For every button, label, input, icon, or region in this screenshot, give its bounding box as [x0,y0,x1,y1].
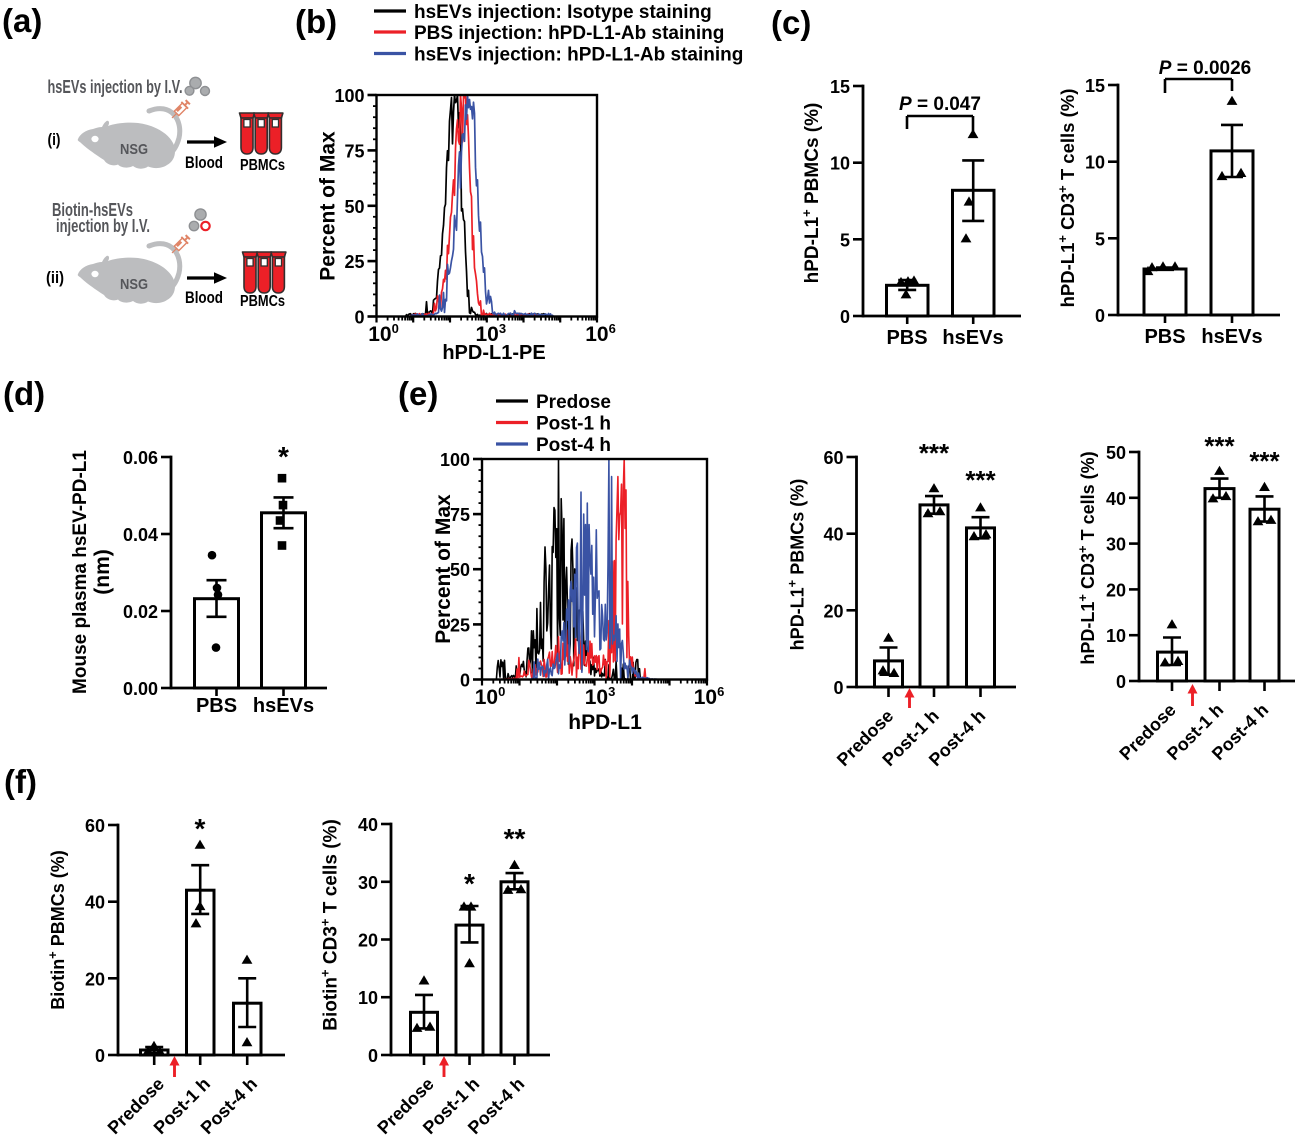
svg-text:50: 50 [450,560,470,580]
svg-text:20: 20 [1106,580,1126,600]
svg-text:hsEVs injection by I.V.: hsEVs injection by I.V. [48,77,183,97]
svg-text:Predose: Predose [536,392,611,413]
svg-text:60: 60 [823,448,843,468]
svg-text:0.04: 0.04 [123,525,158,545]
svg-text:Post-4 h: Post-4 h [536,435,611,456]
svg-text:25: 25 [344,252,364,272]
svg-text:0.06: 0.06 [123,448,158,468]
svg-text:25: 25 [450,615,470,635]
svg-text:15: 15 [830,77,850,97]
svg-text:60: 60 [85,816,105,836]
svg-text:hsEVs: hsEVs [1201,326,1262,348]
svg-text:75: 75 [344,141,364,161]
svg-text:(c): (c) [771,4,811,41]
svg-text:15: 15 [1085,76,1105,96]
svg-text:***: *** [919,438,950,468]
svg-text:Percent of Max: Percent of Max [432,494,455,644]
svg-text:Blood: Blood [185,153,223,172]
svg-text:Biotin-hsEVs: Biotin-hsEVs [52,200,133,220]
svg-text:hPD-L1+​ PBMCs (%): hPD-L1+​ PBMCs (%) [799,103,823,284]
svg-text:(ii): (ii) [46,268,64,287]
svg-text:PBMCs: PBMCs [240,157,285,174]
svg-text:*: * [464,868,475,899]
svg-text:Blood: Blood [185,288,223,307]
svg-text:hsEVs injection: Isotype stain: hsEVs injection: Isotype staining [414,2,712,23]
svg-text:Biotin+​ PBMCs (%): Biotin+​ PBMCs (%) [45,850,68,1010]
svg-text:Post-1 h: Post-1 h [536,414,611,435]
svg-text:0: 0 [460,671,470,691]
svg-text:100: 100 [334,86,364,106]
svg-text:PBS injection: hPD-L1-Ab stain: PBS injection: hPD-L1-Ab staining [414,23,724,44]
svg-text:NSG: NSG [120,276,148,293]
svg-text:***: *** [1204,431,1235,461]
svg-text:10: 10 [358,988,378,1008]
svg-text:NSG: NSG [120,141,148,158]
svg-text:P = 0.047: P = 0.047 [899,94,981,115]
svg-text:*: * [278,441,289,472]
svg-text:*: * [195,813,206,844]
svg-text:(f): (f) [4,763,37,800]
svg-text:hPD-L1+​ PBMCs (%): hPD-L1+​ PBMCs (%) [785,479,808,651]
svg-text:5: 5 [840,230,850,250]
svg-text:20: 20 [823,601,843,621]
svg-text:100: 100 [440,450,470,470]
svg-text:hPD-L1-PE: hPD-L1-PE [442,342,545,364]
svg-text:40: 40 [358,815,378,835]
svg-text:30: 30 [358,873,378,893]
svg-text:40: 40 [823,525,843,545]
svg-text:***: *** [965,465,996,495]
svg-text:20: 20 [358,931,378,951]
svg-text:hsEVs: hsEVs [942,327,1003,349]
svg-text:injection by I.V.: injection by I.V. [56,216,150,236]
svg-text:0: 0 [368,1046,378,1066]
svg-text:**: ** [504,823,526,854]
svg-text:0: 0 [354,308,364,328]
svg-text:hPD-L1+​ CD3+​ T cells (%): hPD-L1+​ CD3+​ T cells (%) [1055,89,1078,308]
svg-text:0: 0 [95,1046,105,1066]
svg-text:30: 30 [1106,535,1126,555]
svg-text:0.00: 0.00 [123,679,158,699]
svg-text:10: 10 [1085,153,1105,173]
svg-text:Percent of Max: Percent of Max [317,131,340,281]
svg-text:PBS: PBS [1144,326,1185,348]
svg-text:75: 75 [450,505,470,525]
svg-text:hsEVs injection: hPD-L1-Ab sta: hsEVs injection: hPD-L1-Ab staining [414,45,743,66]
svg-text:10: 10 [830,154,850,174]
svg-text:hsEVs: hsEVs [253,695,314,717]
svg-text:50: 50 [344,197,364,217]
svg-text:(e): (e) [398,375,438,412]
svg-text:***: *** [1249,446,1280,476]
svg-text:PBS: PBS [886,327,927,349]
svg-text:0: 0 [1095,306,1105,326]
svg-text:(a): (a) [2,2,42,39]
svg-text:20: 20 [85,969,105,989]
svg-text:(b): (b) [295,3,337,40]
svg-text:10: 10 [1106,626,1126,646]
svg-text:0.02: 0.02 [123,602,158,622]
svg-text:(i): (i) [48,130,61,149]
svg-text:50: 50 [1106,443,1126,463]
svg-text:40: 40 [85,893,105,913]
svg-text:0: 0 [1116,672,1126,692]
svg-text:(d): (d) [3,375,45,412]
svg-text:P = 0.0026: P = 0.0026 [1159,58,1251,79]
svg-text:Mouse plasma hsEV-PD-L1: Mouse plasma hsEV-PD-L1 [70,450,91,694]
svg-text:hPD-L1: hPD-L1 [568,711,642,734]
svg-text:PBMCs: PBMCs [240,293,285,310]
svg-text:0: 0 [840,307,850,327]
svg-text:0: 0 [833,678,843,698]
svg-text:hPD-L1+​ CD3+​ T cells (%): hPD-L1+​ CD3+​ T cells (%) [1075,451,1098,664]
svg-text:PBS: PBS [196,695,237,717]
svg-text:(nm): (nm) [91,549,114,595]
svg-text:40: 40 [1106,489,1126,509]
svg-text:5: 5 [1095,229,1105,249]
